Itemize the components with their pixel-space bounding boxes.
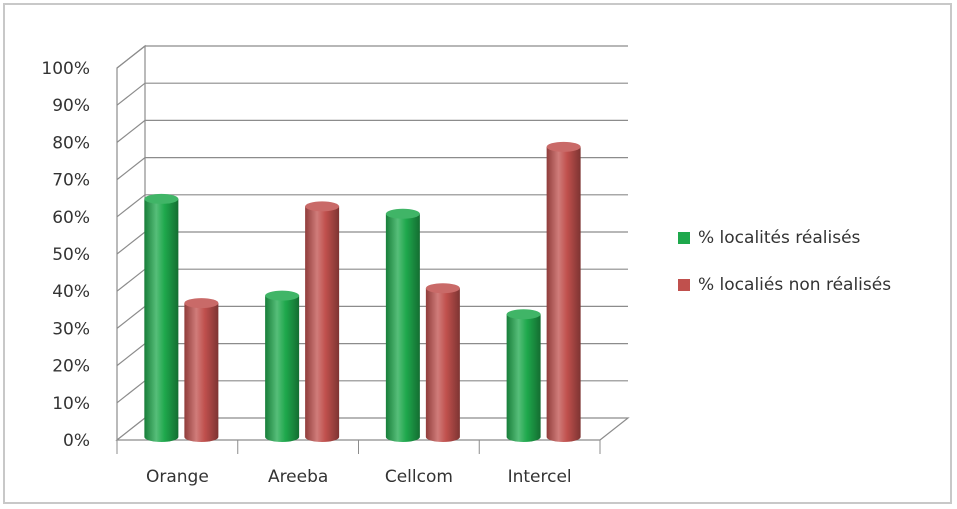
y-tick-label: 100% [41,59,90,79]
bar-cap [305,201,340,212]
y-tick-label: 10% [52,394,90,414]
bar-cap [265,290,300,301]
x-tick-label: Intercel [508,467,572,487]
x-tick-label: Cellcom [385,467,453,487]
legend-item-series-2: % localiés non réalisés [678,273,891,297]
bar-realises-intercel [506,314,541,442]
x-tick-label: Areeba [268,467,328,487]
y-tick-label: 80% [52,133,90,153]
gridline-diagonal [116,82,146,106]
gridline-diagonal [116,305,146,329]
gridline-diagonal [116,119,146,143]
gridline-diagonal [116,157,146,181]
bar-non-realises-cellcom [425,288,460,442]
bar-non-realises-areeba [305,206,340,442]
y-tick-label: 0% [63,431,90,451]
y-tick-label: 60% [52,208,90,228]
y-tick-label: 50% [52,245,90,265]
legend: % localités réalisés % localiés non réal… [678,226,891,320]
bar-cap [506,309,541,320]
legend-label-series-1: % localités réalisés [698,228,861,248]
bar-cap [546,141,581,152]
bar-realises-orange [144,198,179,442]
y-tick-label: 40% [52,282,90,302]
y-tick-label: 20% [52,357,90,377]
legend-swatch-series-1 [678,232,690,244]
bar-non-realises-orange [184,303,219,442]
gridline-diagonal [116,380,146,404]
gridline-diagonal [116,231,146,255]
x-tick-label: Orange [146,467,209,487]
gridline-diagonal [116,343,146,367]
bar-cap [425,283,460,294]
bar-cap [144,193,179,204]
bar-cap [385,208,420,219]
legend-item-series-1: % localités réalisés [678,226,891,250]
bar-realises-areeba [265,295,300,442]
legend-label-series-2: % localiés non réalisés [698,275,892,295]
y-tick-label: 90% [52,96,90,116]
bar-realises-cellcom [385,213,420,442]
y-tick-label: 30% [52,319,90,339]
gridline-diagonal [116,45,146,69]
bar-cap [184,298,219,309]
bar-non-realises-intercel [546,146,581,442]
gridline-diagonal [116,268,146,292]
y-tick-label: 70% [52,171,90,191]
legend-swatch-series-2 [678,279,690,291]
gridline-diagonal [116,194,146,218]
